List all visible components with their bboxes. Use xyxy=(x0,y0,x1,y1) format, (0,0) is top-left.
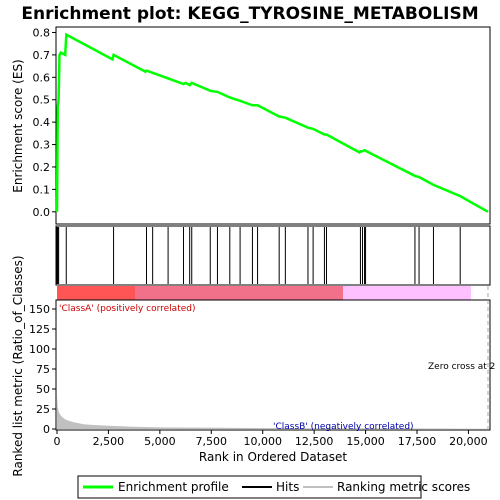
band-positive-light xyxy=(135,286,343,300)
rank-color-band xyxy=(57,286,489,300)
xtick-label: 10,000 xyxy=(243,435,282,448)
es-ytick-label: 0.2 xyxy=(33,161,51,174)
chart-title: Enrichment plot: KEGG_TYROSINE_METABOLIS… xyxy=(21,4,478,24)
es-ytick-label: 0.8 xyxy=(33,26,51,39)
legend-metric-label: Ranking metric scores xyxy=(337,480,470,494)
xtick-label: 15,000 xyxy=(346,435,385,448)
metric-plot-frame xyxy=(55,299,491,431)
es-ytick-label: 0.5 xyxy=(33,94,51,107)
band-negative xyxy=(343,286,471,300)
metric-ytick-label: 100 xyxy=(29,343,50,356)
xtick-label: 7,500 xyxy=(196,435,228,448)
es-plot-frame xyxy=(55,26,491,225)
legend-enrichment-label: Enrichment profile xyxy=(118,480,229,494)
ranking-metric-area xyxy=(57,395,488,429)
es-axis-title: Enrichment score (ES) xyxy=(11,59,25,192)
metric-axis-title: Ranked list metric (Ratio_of_Classes) xyxy=(11,255,25,476)
band-positive xyxy=(57,286,135,300)
xtick-label: 0 xyxy=(54,435,61,448)
metric-ytick-label: 75 xyxy=(36,363,50,376)
xtick-label: 5,000 xyxy=(144,435,176,448)
es-ytick-label: 0.4 xyxy=(33,116,51,129)
enrichment-profile-line xyxy=(55,32,489,213)
es-y-ticks: 0.0 0.1 0.2 0.3 0.4 0.5 0.6 0.7 0.8 xyxy=(33,26,56,219)
zero-cross-label: Zero cross at 2 xyxy=(428,362,495,372)
metric-ytick-label: 25 xyxy=(36,403,50,416)
es-ytick-label: 0.1 xyxy=(33,183,51,196)
es-ytick-label: 0.7 xyxy=(33,49,51,62)
legend-hits-label: Hits xyxy=(276,480,299,494)
band-neutral xyxy=(471,286,489,300)
xtick-label: 2,500 xyxy=(93,435,125,448)
es-ytick-label: 0.6 xyxy=(33,71,51,84)
metric-ytick-label: 150 xyxy=(29,303,50,316)
legend: Enrichment profile Hits Ranking metric s… xyxy=(77,475,470,499)
hits-frame xyxy=(55,225,491,286)
hit-marks xyxy=(56,227,461,284)
metric-ytick-label: 50 xyxy=(36,383,50,396)
hits-panel xyxy=(55,225,491,286)
enrichment-score-panel: 0.0 0.1 0.2 0.3 0.4 0.5 0.6 0.7 0.8 Enrichment s… xyxy=(11,26,491,225)
metric-y-ticks: 0 25 50 75 100 125 150 xyxy=(29,303,56,436)
xtick-label: 12,500 xyxy=(295,435,334,448)
metric-ytick-label: 125 xyxy=(29,323,50,336)
xtick-label: 17,500 xyxy=(398,435,437,448)
ranked-metric-panel: 0 25 50 75 100 125 150 0 2,500 5,000 7,500 10,000 1… xyxy=(11,255,495,476)
classB-label: 'ClassB' (negatively correlated) xyxy=(273,422,414,432)
x-axis-title: Rank in Ordered Dataset xyxy=(199,450,347,464)
es-ytick-label: 0.0 xyxy=(33,206,51,219)
metric-x-ticks: 0 2,500 5,000 7,500 10,000 12,500 15,000 17,500… xyxy=(54,430,488,448)
xtick-label: 20,000 xyxy=(449,435,488,448)
metric-ytick-label: 0 xyxy=(43,423,50,436)
es-ytick-label: 0.3 xyxy=(33,139,51,152)
classA-label: 'ClassA' (positively correlated) xyxy=(59,304,196,314)
